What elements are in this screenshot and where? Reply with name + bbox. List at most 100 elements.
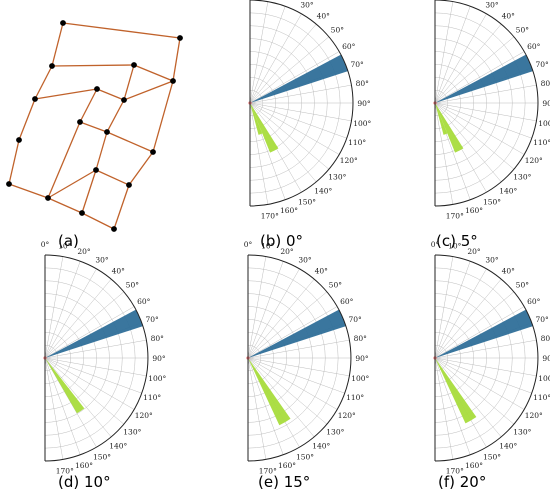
polar-grid-spoke bbox=[434, 291, 515, 359]
polar-tick-label: 110° bbox=[533, 393, 550, 402]
polar-tick-label: 30° bbox=[95, 255, 109, 264]
polar-tick-label: 30° bbox=[300, 0, 314, 9]
network-edge bbox=[81, 212, 115, 230]
network-node bbox=[111, 226, 117, 232]
polar-sector-blue bbox=[435, 54, 533, 103]
polar-tick-label: 50° bbox=[516, 26, 530, 35]
polar-tick-label: 50° bbox=[516, 281, 530, 290]
polar-tick-label: 20° bbox=[77, 247, 91, 256]
polar-grid-spoke bbox=[249, 36, 330, 104]
polar-grid-spoke bbox=[434, 278, 502, 359]
polar-frame-arc bbox=[434, 0, 539, 207]
polar-grid-spoke bbox=[249, 1, 269, 104]
polar-grid-spoke bbox=[247, 357, 315, 438]
polar-tick-label: 80° bbox=[541, 334, 550, 343]
network-node bbox=[49, 63, 55, 69]
polar-frame-arc bbox=[44, 254, 149, 462]
polar-grid-spoke bbox=[434, 102, 454, 205]
polar-frame-arc bbox=[249, 0, 354, 207]
network-node bbox=[170, 78, 176, 84]
panel-caption: (b) 0° bbox=[260, 232, 303, 250]
polar-sector-green bbox=[435, 103, 448, 135]
network-edge bbox=[128, 151, 154, 186]
polar-frame-arc bbox=[247, 254, 352, 462]
polar-tick-label: 40° bbox=[502, 267, 516, 276]
polar-panel: 0° 10° 20° 30°40°50° 60° 70° 80° 90° 100° 110° 120… bbox=[433, 0, 550, 250]
polar-tick-label: 120° bbox=[338, 411, 356, 420]
polar-tick-label: 170° bbox=[259, 466, 277, 475]
polar-tick-label: 90° bbox=[355, 354, 369, 363]
network-edge bbox=[95, 169, 130, 186]
polar-tick-label: 60° bbox=[137, 297, 151, 306]
polar-tick-label: 130° bbox=[513, 427, 531, 436]
network-node bbox=[94, 86, 100, 92]
polar-grid-spoke bbox=[44, 256, 64, 359]
polar-tick-label: 70° bbox=[535, 60, 549, 69]
polar-grid-spoke bbox=[249, 102, 352, 122]
network-edge bbox=[34, 88, 98, 100]
polar-grid-spoke bbox=[434, 51, 525, 104]
polar-grid-spoke bbox=[249, 102, 340, 155]
network-node bbox=[6, 181, 12, 187]
polar-grid-spoke bbox=[247, 357, 284, 455]
polar-tick-label: 140° bbox=[499, 441, 517, 450]
network-edge bbox=[62, 22, 181, 39]
polar-tick-label: 160° bbox=[465, 206, 483, 215]
polar-sector-green bbox=[248, 358, 291, 426]
polar-grid-spoke bbox=[44, 291, 125, 359]
polar-grid-spoke bbox=[247, 357, 338, 410]
polar-grid-spoke bbox=[247, 261, 284, 359]
polar-grid-spoke bbox=[44, 357, 147, 377]
polar-tick-label: 70° bbox=[350, 60, 364, 69]
polar-grid-spoke bbox=[434, 102, 502, 183]
network-edge bbox=[51, 64, 135, 67]
polar-tick-label: 50° bbox=[331, 26, 345, 35]
panel-a-caption: (a) bbox=[58, 232, 79, 250]
polar-grid-spoke bbox=[434, 6, 471, 104]
polar-grid-spoke bbox=[434, 261, 471, 359]
polar-tick-label: 100° bbox=[351, 374, 369, 383]
polar-grid-spoke bbox=[44, 357, 142, 394]
polar-grid-spoke bbox=[434, 339, 537, 359]
polar-tick-label: 160° bbox=[280, 206, 298, 215]
polar-tick-label: 60° bbox=[527, 42, 541, 51]
polar-tick-label: 170° bbox=[56, 466, 74, 475]
polar-tick-label: 20° bbox=[282, 0, 296, 1]
polar-sector-green bbox=[250, 103, 263, 135]
polar-tick-label: 40° bbox=[315, 267, 329, 276]
polar-panel: 0° 10° 20° 30°40°50° 60° 70° 80° 90° 100° 110° 120… bbox=[431, 240, 550, 491]
network-edge bbox=[123, 80, 174, 101]
polar-tick-label: 130° bbox=[513, 172, 531, 181]
polar-grid-spoke bbox=[247, 339, 350, 359]
polar-tick-label: 160° bbox=[75, 461, 93, 470]
polar-tick-label: 20° bbox=[280, 247, 294, 256]
polar-panels: 0°10°20°30°40°50°60°70°80°90°100°110°120… bbox=[41, 0, 550, 491]
polar-tick-label: 60° bbox=[342, 42, 356, 51]
network-edge bbox=[133, 64, 174, 82]
polar-tick-label: 100° bbox=[148, 374, 166, 383]
panel-caption: (e) 15° bbox=[258, 473, 310, 491]
polar-tick-label: 10° bbox=[58, 242, 72, 251]
polar-tick-label: 0° bbox=[244, 240, 253, 249]
network-edge bbox=[152, 80, 174, 153]
polar-sector-blue bbox=[45, 309, 143, 358]
network-node bbox=[121, 97, 127, 103]
polar-grid-spoke bbox=[44, 357, 64, 460]
polar-tick-label: 50° bbox=[329, 281, 343, 290]
polar-tick-label: 80° bbox=[354, 334, 368, 343]
polar-tick-label: 40° bbox=[502, 12, 516, 21]
polar-grid-spoke bbox=[434, 357, 515, 425]
polar-grid-spoke bbox=[434, 357, 502, 438]
polar-grid-spoke bbox=[434, 357, 454, 460]
polar-grid-spoke bbox=[247, 357, 267, 460]
network-node bbox=[93, 167, 99, 173]
network-node bbox=[60, 20, 66, 26]
network-edge bbox=[47, 169, 97, 199]
polar-grid-spoke bbox=[249, 6, 286, 104]
network-edge bbox=[113, 184, 130, 230]
polar-grid-spoke bbox=[249, 102, 269, 205]
polar-grid-spoke bbox=[249, 102, 330, 170]
polar-tick-label: 90° bbox=[542, 354, 550, 363]
polar-tick-label: 140° bbox=[109, 441, 127, 450]
